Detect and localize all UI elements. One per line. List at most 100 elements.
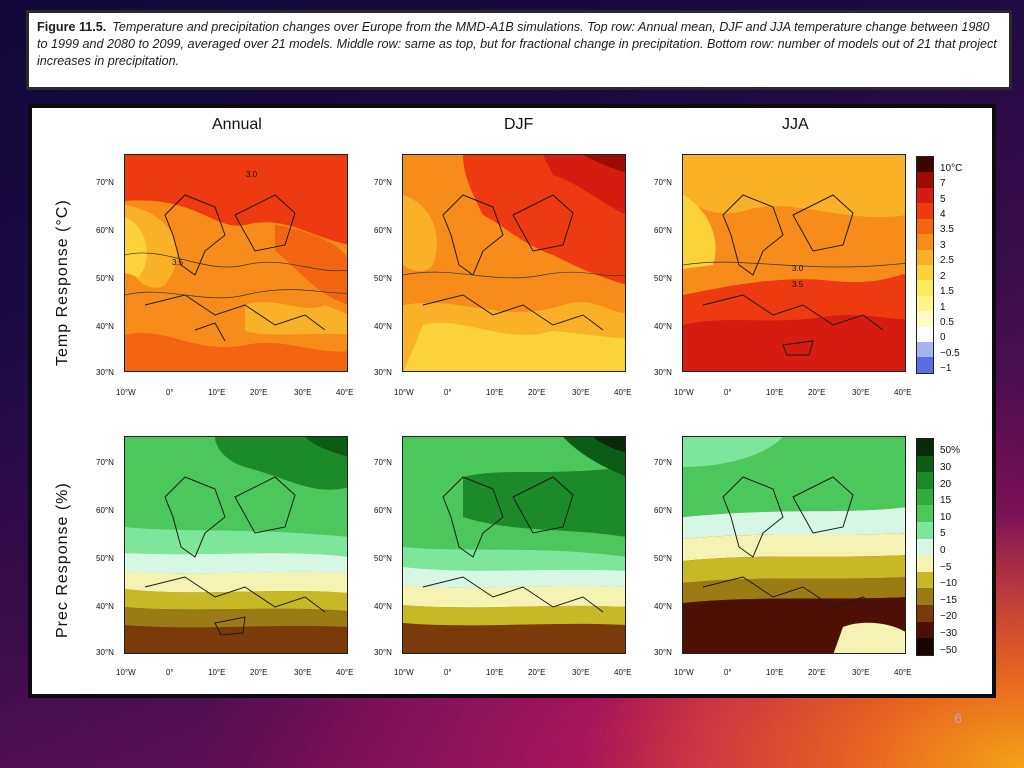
map-prec-djf <box>402 436 626 654</box>
lat-label: 70°N <box>96 178 114 187</box>
lon-label: 0° <box>166 388 174 397</box>
lon-label: 0° <box>166 668 174 677</box>
lon-label: 30°E <box>852 668 870 677</box>
lon-label: 40°E <box>614 668 632 677</box>
lat-label: 30°N <box>96 368 114 377</box>
lon-label: 10°E <box>766 388 784 397</box>
colorbar-swatch <box>917 488 933 506</box>
lat-label: 50°N <box>374 554 392 563</box>
lon-label: 40°E <box>336 388 354 397</box>
colorbar-label: −5 <box>940 561 952 573</box>
colorbar-label: −50 <box>940 644 957 656</box>
lon-label: 0° <box>724 388 732 397</box>
colorbar-swatch <box>917 555 933 572</box>
prec-colorbar <box>916 438 934 656</box>
contour-label: 3.5 <box>792 280 804 289</box>
lon-label: 20°E <box>250 388 268 397</box>
colorbar-label: 10 <box>940 511 952 523</box>
colorbar-swatch <box>917 342 933 358</box>
colorbar-swatch <box>917 295 933 312</box>
caption-label: Figure 11.5. <box>37 20 107 34</box>
lon-label: 30°E <box>294 668 312 677</box>
colorbar-swatch <box>917 264 933 281</box>
lon-label: 30°E <box>294 388 312 397</box>
lat-label: 60°N <box>654 506 672 515</box>
column-title-jja: JJA <box>782 116 809 133</box>
lon-label: 30°E <box>572 668 590 677</box>
lat-label: 60°N <box>96 506 114 515</box>
lat-label: 50°N <box>96 554 114 563</box>
colorbar-swatch <box>917 455 933 473</box>
lon-label: 20°E <box>808 388 826 397</box>
temp-colorbar <box>916 156 934 374</box>
colorbar-swatch <box>917 472 933 489</box>
map-prec-annual <box>124 436 348 654</box>
colorbar-label: −0.5 <box>940 347 960 359</box>
contour-label: 3.5 <box>172 258 184 267</box>
colorbar-label: 4 <box>940 209 946 220</box>
contour-label: 3.0 <box>246 170 258 179</box>
lon-label: 20°E <box>808 668 826 677</box>
colorbar-swatch <box>917 439 933 456</box>
colorbar-swatch <box>917 280 933 296</box>
lat-label: 40°N <box>96 322 114 331</box>
lon-label: 40°E <box>894 388 912 397</box>
lon-label: 0° <box>444 388 452 397</box>
lon-label: 20°E <box>528 668 546 677</box>
lon-label: 40°E <box>894 668 912 677</box>
colorbar-label: 10°C <box>940 162 963 174</box>
row-title-temp: Temp Response (°C) <box>54 199 71 366</box>
colorbar-label: 2.5 <box>940 255 954 267</box>
colorbar-swatch <box>917 571 933 589</box>
lat-label: 70°N <box>654 178 672 187</box>
lat-label: 30°N <box>374 648 392 657</box>
colorbar-swatch <box>917 605 933 622</box>
figure-panel: Annual DJF JJA Temp Response (°C) Prec R… <box>28 104 996 698</box>
colorbar-swatch <box>917 588 933 606</box>
colorbar-label: 5 <box>940 193 946 205</box>
lat-label: 50°N <box>654 554 672 563</box>
lat-label: 40°N <box>374 322 392 331</box>
column-title-djf: DJF <box>504 116 534 133</box>
lat-label: 30°N <box>374 368 392 377</box>
row-title-prec: Prec Response (%) <box>54 482 71 638</box>
lon-label: 10°W <box>116 388 136 397</box>
colorbar-label: 50% <box>940 445 961 457</box>
colorbar-label: 20 <box>940 478 952 490</box>
colorbar-swatch <box>917 203 933 219</box>
colorbar-swatch <box>917 218 933 235</box>
colorbar-label: −10 <box>940 578 957 590</box>
lon-label: 10°E <box>766 668 784 677</box>
lat-label: 40°N <box>654 322 672 331</box>
colorbar-label: 0.5 <box>940 317 954 328</box>
lat-label: 30°N <box>654 648 672 657</box>
lon-label: 40°E <box>336 668 354 677</box>
lat-label: 40°N <box>654 602 672 611</box>
colorbar-label: 30 <box>940 461 952 473</box>
colorbar-swatch <box>917 538 933 556</box>
lat-label: 60°N <box>654 226 672 235</box>
lat-label: 30°N <box>96 648 114 657</box>
colorbar-swatch <box>917 357 933 373</box>
lon-label: 10°E <box>208 388 226 397</box>
lon-label: 20°E <box>250 668 268 677</box>
colorbar-swatch <box>917 326 933 343</box>
colorbar-label: 0 <box>940 545 946 556</box>
lat-label: 50°N <box>654 274 672 283</box>
lon-label: 0° <box>444 668 452 677</box>
lat-label: 70°N <box>374 458 392 467</box>
map-temp-jja <box>682 154 906 372</box>
colorbar-swatch <box>917 234 933 250</box>
lat-label: 50°N <box>96 274 114 283</box>
map-temp-annual <box>124 154 348 372</box>
caption-text: Temperature and precipitation changes ov… <box>37 20 997 68</box>
lat-label: 40°N <box>374 602 392 611</box>
colorbar-swatch <box>917 157 933 173</box>
lat-label: 70°N <box>96 458 114 467</box>
lat-label: 70°N <box>374 178 392 187</box>
lon-label: 30°E <box>572 388 590 397</box>
lon-label: 10°W <box>116 668 136 677</box>
colorbar-swatch <box>917 638 933 655</box>
colorbar-label: 5 <box>940 528 946 540</box>
lon-label: 10°E <box>486 668 504 677</box>
